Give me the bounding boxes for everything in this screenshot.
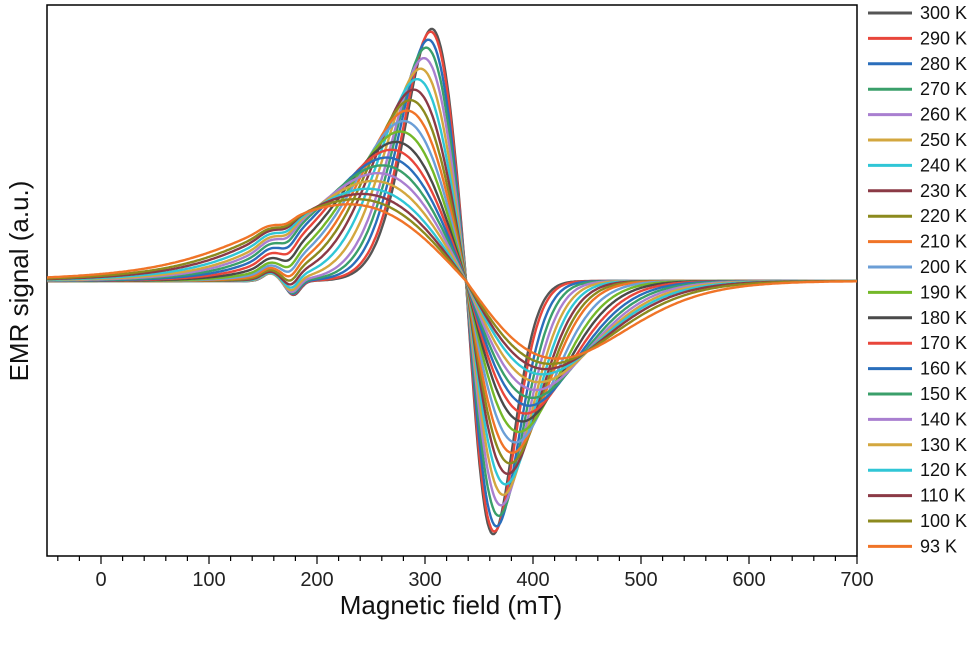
series-line-110k [47,192,857,371]
x-tick-label: 300 [408,569,441,591]
legend-label: 220 K [920,206,967,226]
legend-label: 240 K [920,155,967,175]
x-tick-label: 100 [192,569,225,591]
x-tick-label: 0 [95,569,106,591]
x-tick-label: 500 [624,569,657,591]
legend: 300 K 290 K 280 K 270 K 260 K 250 K 240 K 230 K… [868,3,967,556]
legend-label: 250 K [920,130,967,150]
x-axis-title: Magnetic field (mT) [340,590,563,620]
series-curves [46,27,857,536]
legend-label: 280 K [920,54,967,74]
legend-label: 180 K [920,308,967,328]
legend-label: 130 K [920,435,967,455]
series-line-93k [46,203,857,360]
legend-label: 140 K [920,409,967,429]
legend-label: 300 K [920,3,967,23]
legend-label: 290 K [920,28,967,48]
legend-label: 170 K [920,333,967,353]
legend-label: 120 K [920,460,967,480]
legend-label: 230 K [920,181,967,201]
legend-label: 150 K [920,384,967,404]
x-tick-label: 600 [732,569,765,591]
legend-label: 160 K [920,359,967,379]
series-line-100k [47,197,857,366]
legend-label: 200 K [920,257,967,277]
legend-label: 210 K [920,232,967,252]
x-tick-label: 400 [516,569,549,591]
y-axis-title: EMR signal (a.u.) [4,181,34,382]
x-axis: 0 100 200 300 400 500 600 700 [57,556,874,591]
x-tick-label: 700 [840,569,873,591]
legend-label: 100 K [920,511,967,531]
legend-label: 190 K [920,282,967,302]
legend-label: 260 K [920,105,967,125]
x-tick-label: 200 [300,569,333,591]
legend-label: 270 K [920,79,967,99]
legend-label: 110 K [920,486,966,506]
legend-label: 93 K [920,536,957,556]
